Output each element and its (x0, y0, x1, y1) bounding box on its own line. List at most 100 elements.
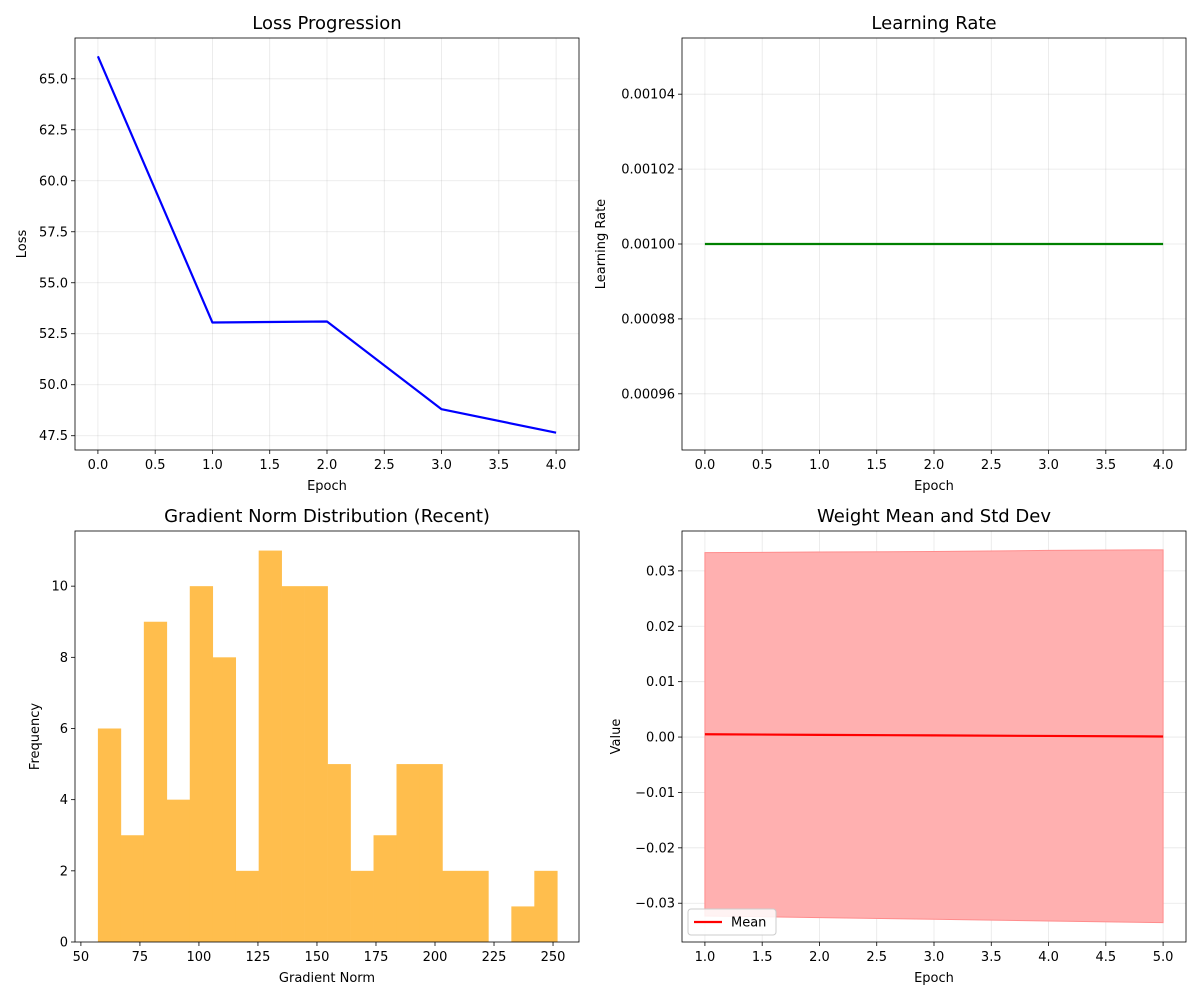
x-tick-label: 0.0 (88, 458, 109, 473)
histogram-bar (442, 870, 466, 942)
x-tick-label: 3.5 (1095, 458, 1116, 473)
y-tick-label: 0.00104 (621, 88, 675, 103)
histogram-bar (258, 550, 282, 942)
y-axis-label: Value (609, 719, 624, 755)
chart-panel-1: 0.0 0.5 1.0 1.5 2.0 2.5 3.0 3.5 4.0 47.5 50.0 52.5 5… (15, 13, 580, 494)
x-tick-label: 1.5 (259, 458, 280, 473)
chart-title: Weight Mean and Std Dev (817, 506, 1051, 527)
x-tick-label: 3.0 (1038, 458, 1059, 473)
y-tick-label: 6 (60, 722, 68, 737)
x-tick-label: 5.0 (1153, 950, 1174, 965)
histogram-bar (212, 657, 237, 942)
histogram-bar (396, 764, 420, 942)
x-tick-label: 3.5 (488, 458, 509, 473)
histogram-bar (465, 870, 489, 942)
plot-frame (74, 530, 580, 943)
histogram-bar (534, 870, 558, 942)
y-axis-label: Learning Rate (594, 199, 609, 289)
x-tick-label: 250 (541, 950, 566, 965)
mean-line (704, 733, 1164, 738)
chart-panel-3: 50 75 100 125 150 175 200 225 250 0 2 4 6 8 10 Gradient… (28, 506, 580, 986)
x-tick-label: 2.5 (866, 950, 887, 965)
y-tick-label: 50.0 (39, 378, 68, 393)
histogram-bar (189, 586, 214, 942)
histogram-bar (143, 621, 168, 942)
histogram-bar (281, 586, 305, 942)
histogram-bar (327, 764, 351, 942)
y-tick-label: 62.5 (39, 123, 68, 138)
x-axis-label: Epoch (307, 479, 347, 494)
y-tick-label: 0.00100 (621, 238, 675, 253)
histogram-bar (511, 906, 535, 942)
y-tick-label: 0.00096 (621, 387, 675, 402)
y-tick-label: 10 (51, 580, 68, 595)
x-tick-label: 4.0 (546, 458, 567, 473)
y-tick-label: 0.01 (646, 675, 675, 690)
x-tick-label: 3.5 (981, 950, 1002, 965)
histogram-bar (350, 870, 374, 942)
y-tick-label: 0.03 (646, 564, 675, 579)
y-tick-label: 4 (60, 793, 68, 808)
x-tick-label: 1.0 (202, 458, 223, 473)
y-axis-label: Loss (15, 230, 30, 259)
x-tick-label: 125 (246, 950, 271, 965)
y-tick-label: −0.03 (635, 897, 675, 912)
x-tick-label: 150 (305, 950, 330, 965)
y-tick-label: 60.0 (39, 174, 68, 189)
x-tick-label: 75 (132, 950, 149, 965)
histogram-bar (120, 835, 145, 942)
loss-line (96, 55, 557, 434)
chart-title: Learning Rate (871, 13, 996, 34)
chart-panel-4: 1.0 1.5 2.0 2.5 3.0 3.5 4.0 4.5 5.0 −0.03 −0.02 −0.… (609, 506, 1187, 986)
histogram-bar (166, 799, 191, 942)
y-tick-label: 0.00098 (621, 312, 675, 327)
x-axis-label: Epoch (914, 479, 954, 494)
y-tick-label: 8 (60, 651, 68, 666)
y-tick-label: 2 (60, 864, 68, 879)
x-tick-label: 175 (364, 950, 389, 965)
histogram-bar (373, 835, 397, 942)
histogram-bar (235, 870, 259, 942)
x-axis-label: Epoch (914, 971, 954, 986)
y-tick-label: 0.00 (646, 731, 675, 746)
y-tick-label: 65.0 (39, 72, 68, 87)
x-tick-label: 4.0 (1038, 950, 1059, 965)
x-tick-label: 0.5 (145, 458, 166, 473)
y-tick-label: 0.00102 (621, 163, 675, 178)
y-tick-label: 55.0 (39, 276, 68, 291)
x-tick-label: 0.0 (695, 458, 716, 473)
legend-label: Mean (731, 916, 766, 931)
x-tick-label: 100 (187, 950, 212, 965)
x-axis-label: Gradient Norm (279, 971, 375, 986)
y-tick-label: −0.02 (635, 841, 675, 856)
x-tick-label: 225 (482, 950, 507, 965)
y-tick-label: 47.5 (39, 429, 68, 444)
x-tick-label: 4.5 (1095, 950, 1116, 965)
x-tick-label: 50 (73, 950, 90, 965)
x-tick-label: 3.0 (431, 458, 452, 473)
histogram-bar (419, 764, 443, 942)
y-tick-label: 57.5 (39, 225, 68, 240)
chart-title: Gradient Norm Distribution (Recent) (164, 506, 490, 527)
x-tick-label: 2.5 (981, 458, 1002, 473)
x-tick-label: 3.0 (924, 950, 945, 965)
x-tick-label: 4.0 (1153, 458, 1174, 473)
x-tick-label: 1.5 (866, 458, 887, 473)
x-tick-label: 2.0 (809, 950, 830, 965)
x-tick-label: 1.0 (809, 458, 830, 473)
x-tick-label: 0.5 (752, 458, 773, 473)
legend: Mean (687, 908, 777, 936)
y-tick-label: −0.01 (635, 786, 675, 801)
x-tick-label: 200 (423, 950, 448, 965)
y-tick-label: 0.02 (646, 620, 675, 635)
legend-box (687, 908, 777, 936)
x-tick-label: 1.5 (752, 950, 773, 965)
y-tick-label: 52.5 (39, 327, 68, 342)
chart-panel-2: 0.0 0.5 1.0 1.5 2.0 2.5 3.0 3.5 4.0 0.00096 0.0009… (594, 13, 1187, 494)
y-tick-label: 0 (60, 936, 68, 951)
x-tick-label: 1.0 (695, 950, 716, 965)
x-tick-label: 2.5 (374, 458, 395, 473)
x-tick-label: 2.0 (317, 458, 338, 473)
x-tick-label: 2.0 (924, 458, 945, 473)
